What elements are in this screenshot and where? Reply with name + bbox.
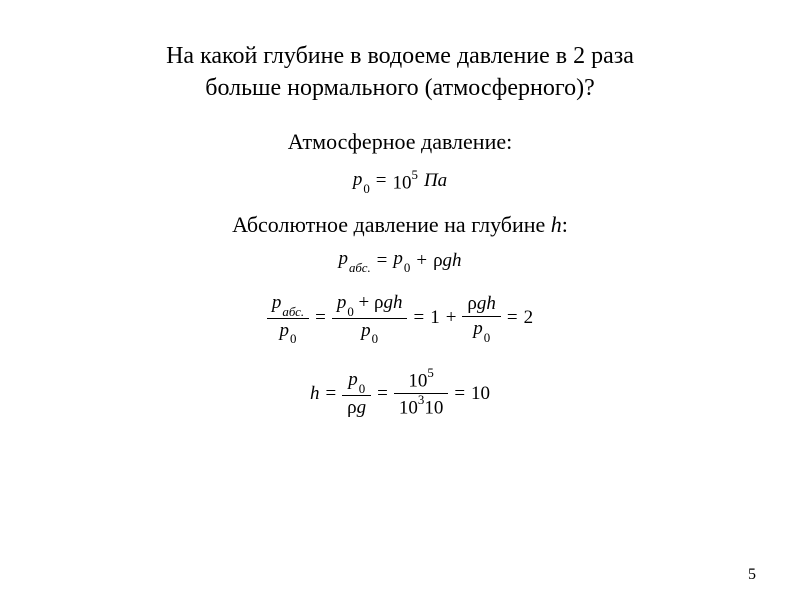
page-number: 5 (748, 566, 756, 584)
problem-title: На какой глубине в водоеме давление в 2 … (70, 40, 730, 105)
title-line-2: больше нормального (атмосферного)? (205, 75, 595, 101)
formula-row: pабс. = p0 + ρgh (338, 248, 461, 273)
equals: = (325, 383, 336, 405)
p0: p0 (393, 248, 410, 273)
plus: + (446, 307, 457, 329)
frac-p0-plus-rgh-over-p0: p0 + ρgh p0 (332, 291, 408, 345)
two: 2 (524, 307, 534, 329)
formula-solution: h = p0 ρg = 105 10310 = 10 (70, 367, 730, 420)
formula-row: h = p0 ρg = 105 10310 = 10 (310, 367, 490, 420)
frac-p0-over-rhog: p0 ρg (342, 368, 371, 420)
one: 1 (430, 307, 440, 329)
unit: Па (424, 170, 447, 192)
formula-abs-pressure: pабс. = p0 + ρgh (70, 248, 730, 273)
p0: p0 (353, 169, 370, 194)
formula-row: pабс. p0 = p0 + ρgh p0 = 1 + ρgh p0 = 2 (267, 291, 533, 345)
equals: = (377, 250, 388, 272)
equals: = (376, 170, 387, 192)
value: 105 (392, 169, 417, 194)
rho-g-h: ρgh (433, 250, 461, 272)
equals: = (377, 383, 388, 405)
equals: = (315, 307, 326, 329)
frac-numeric: 105 10310 (394, 367, 448, 420)
formula-row: p0 = 105 Па (353, 169, 447, 194)
result: 10 (471, 383, 490, 405)
formula-atm-pressure: p0 = 105 Па (70, 169, 730, 194)
subheading-atm: Атмосферное давление: (70, 129, 730, 155)
p-abs: pабс. (338, 248, 370, 273)
equals: = (413, 307, 424, 329)
plus: + (416, 250, 427, 272)
equals: = (454, 383, 465, 405)
h-var: h (310, 383, 320, 405)
frac-pabs-p0: pабс. p0 (267, 291, 309, 345)
equals: = (507, 307, 518, 329)
formula-ratio: pабс. p0 = p0 + ρgh p0 = 1 + ρgh p0 = 2 (70, 291, 730, 345)
subheading-abs: Абсолютное давление на глубине h: (70, 212, 730, 238)
title-line-1: На какой глубине в водоеме давление в 2 … (166, 43, 634, 69)
frac-rgh-over-p0: ρgh p0 (462, 292, 500, 344)
